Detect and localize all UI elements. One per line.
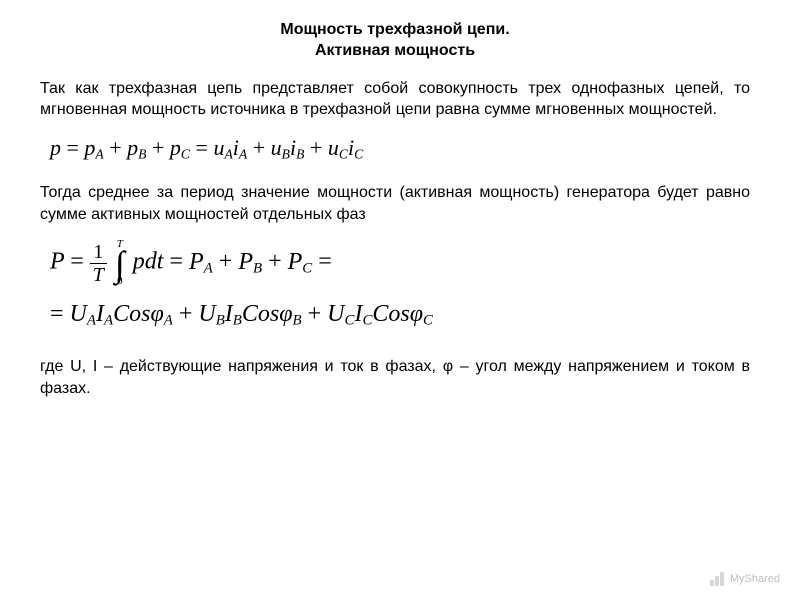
formula-2: P = 1 T T ∫ 0 pdt = PA + PB + PC = = UAI… [50,239,750,330]
f2a-P: P [50,249,64,275]
equals-sign: = [196,135,214,160]
paragraph-1: Так как трехфазная цепь представляет соб… [40,78,750,121]
f2b-t1: UAIACosφA [70,301,173,327]
plus-sign: + [253,135,271,160]
equals-sign: = [50,301,70,327]
integrand: pdt [133,249,164,275]
f1-rhs-2: uBiB [271,135,305,160]
formula-2a: P = 1 T T ∫ 0 pdt = PA + PB + PC = [50,239,750,287]
watermark: MyShared [710,571,780,586]
plus-sign: + [152,135,170,160]
frac-den: T [90,265,107,285]
plus-sign: + [310,135,328,160]
equals-sign: = [318,249,332,275]
f2a-t2: PB [238,249,262,275]
equals-sign: = [67,135,85,160]
f1-rhs-3: uCiC [328,135,363,160]
f1-lhs: p [50,135,61,160]
paragraph-2: Тогда среднее за период значение мощност… [40,182,750,225]
title-line-2: Активная мощность [40,41,750,62]
plus-sign: + [268,249,288,275]
equals-sign: = [70,249,90,275]
formula-1: p = pA + pB + pC = uAiA + uBiB + uCiC [50,135,750,162]
f1-term-3: pC [170,135,190,160]
f2b-t3: UCICCosφC [327,301,433,327]
frac-num: 1 [90,242,106,262]
f1-term-2: pB [127,135,146,160]
f2a-t1: PA [189,249,213,275]
plus-sign: + [308,301,328,327]
plus-sign: + [179,301,199,327]
f2a-t3: PC [288,249,313,275]
watermark-logo-icon [710,571,724,586]
equals-sign: = [169,249,189,275]
title-block: Мощность трехфазной цепи. Активная мощно… [40,20,750,62]
paragraph-3: где U, I – действующие напряжения и ток … [40,356,750,399]
integral-lower: 0 [117,276,123,287]
title-line-1: Мощность трехфазной цепи. [40,20,750,41]
integral-sign: T ∫ 0 [115,239,125,287]
f1-rhs-1: uAiA [213,135,247,160]
fraction: 1 T [90,242,107,285]
formula-2b: = UAIACosφA + UBIBCosφB + UCICCosφC [50,301,750,330]
f2b-t2: UBIBCosφB [198,301,301,327]
plus-sign: + [219,249,239,275]
watermark-text: MyShared [730,573,780,585]
f1-term-1: pA [84,135,103,160]
plus-sign: + [109,135,127,160]
